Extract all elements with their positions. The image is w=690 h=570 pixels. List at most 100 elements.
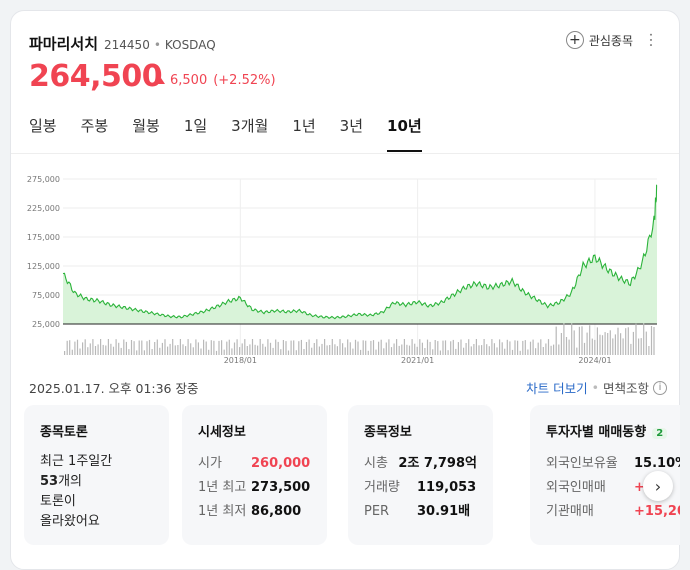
volume-bar: [627, 327, 629, 355]
volume-bar: [344, 347, 346, 355]
up-triangle-icon: [157, 77, 165, 84]
volume-bar: [154, 342, 156, 355]
volume-bar: [455, 348, 457, 355]
disclaimer-link[interactable]: 면책조항: [602, 381, 649, 396]
tab-weekly[interactable]: 주봉: [80, 117, 109, 135]
tab-3month[interactable]: 3개월: [231, 117, 269, 135]
panel-quote[interactable]: 시세정보 시가 260,000 1년 최고 273,500 1년 최저 86,800: [182, 405, 327, 545]
watchlist-label: 관심종목: [588, 33, 633, 48]
tab-1year[interactable]: 1년: [292, 117, 316, 135]
volume-bar: [444, 340, 447, 355]
tab-1day[interactable]: 1일: [183, 117, 208, 135]
panel-discussion[interactable]: 종목토론 최근 1주일간 53개의 토론이 올라왔어요: [24, 405, 169, 545]
volume-bar: [267, 339, 269, 355]
volume-bar: [501, 342, 503, 355]
volume-bar: [383, 348, 385, 355]
volume-bar: [87, 347, 89, 355]
volume-bar: [573, 330, 575, 355]
volume-bar: [233, 342, 236, 355]
volume-bar: [586, 332, 588, 355]
volume-bar: [156, 339, 158, 355]
tab-3year[interactable]: 3년: [339, 117, 364, 135]
more-menu-icon[interactable]: ⋯: [642, 32, 661, 47]
volume-bar: [82, 342, 84, 355]
row-value: 273,500: [251, 480, 311, 495]
volume-bar: [185, 346, 187, 355]
volume-bar: [324, 339, 326, 355]
volume-bar: [362, 340, 364, 355]
volume-bar: [200, 348, 202, 355]
volume-bar: [298, 341, 300, 355]
quote-row: 1년 최고 273,500: [198, 476, 311, 500]
volume-bar: [249, 344, 251, 355]
volume-bar: [148, 339, 151, 355]
volume-bar: [71, 349, 73, 355]
row-value: 2조 7,798억: [398, 456, 477, 471]
investor-row: 외국인보유율 15.10%: [546, 452, 680, 476]
row-label: 1년 최고: [198, 480, 247, 495]
volume-bar: [151, 349, 153, 355]
volume-bar: [473, 344, 475, 355]
discussion-line1: 최근 1주일간: [40, 454, 113, 469]
volume-bar: [136, 350, 138, 355]
volume-bar: [97, 344, 99, 355]
chart-more-link[interactable]: 차트 더보기: [526, 381, 588, 396]
volume-bar: [118, 342, 120, 355]
volume-bar: [568, 339, 570, 355]
tab-10year[interactable]: 10년: [387, 115, 422, 152]
stock-header: 파마리서치 214450 • KOSDAQ: [29, 33, 216, 54]
volume-bar: [223, 349, 225, 355]
volume-bar: [318, 346, 320, 355]
watchlist-button[interactable]: + 관심종목: [565, 31, 633, 49]
volume-bar: [411, 339, 413, 355]
row-value: +: [634, 480, 645, 495]
volume-bar: [205, 341, 207, 355]
volume-bar: [290, 340, 292, 355]
volume-bar: [429, 341, 431, 355]
volume-bar: [133, 341, 135, 355]
volume-bar: [599, 334, 601, 355]
volume-bar: [524, 340, 526, 355]
panel-title-text: 투자자별 매매동향: [546, 425, 647, 440]
discussion-line4: 올라왔어요: [40, 514, 100, 529]
volume-bar: [192, 347, 194, 355]
volume-bar: [439, 350, 441, 355]
x-tick-label: 2018/01: [224, 356, 257, 365]
tab-daily[interactable]: 일봉: [29, 117, 57, 135]
volume-bar: [522, 340, 524, 355]
tab-monthly[interactable]: 월봉: [132, 117, 160, 135]
volume-bar: [620, 333, 622, 355]
volume-bar: [450, 341, 452, 355]
x-tick-label: 2021/01: [401, 356, 434, 365]
volume-bar: [159, 347, 161, 355]
volume-bar: [79, 348, 81, 355]
volume-bar: [331, 339, 333, 355]
volume-bar: [578, 326, 580, 355]
volume-bar: [419, 339, 421, 355]
volume-bar: [285, 341, 287, 355]
volume-bar: [141, 340, 143, 355]
quote-row: 1년 최저 86,800: [198, 500, 311, 524]
volume-bar: [130, 340, 133, 355]
row-label: 기관매매: [546, 504, 594, 519]
next-arrow-button[interactable]: ›: [643, 471, 673, 501]
volume-bar: [555, 326, 557, 355]
price-chart[interactable]: 275,000 225,000 175,000 125,000 75,000 25,000…: [11, 159, 679, 365]
volume-bar: [187, 339, 189, 355]
x-tick-label: 2024/01: [578, 356, 611, 365]
info-icon[interactable]: i: [653, 380, 667, 395]
volume-bar: [499, 339, 501, 355]
volume-bar: [177, 345, 179, 355]
volume-bar: [282, 340, 284, 355]
volume-bar: [396, 339, 398, 355]
volume-bar: [370, 340, 372, 355]
separator-dot: •: [153, 38, 161, 52]
investor-row: 외국인매매 +: [546, 476, 680, 500]
volume-bar: [607, 333, 609, 355]
stock-name[interactable]: 파마리서치: [29, 35, 99, 53]
volume-bar: [123, 339, 125, 355]
volume-bar: [208, 349, 210, 355]
volume-bar: [614, 334, 616, 355]
panel-stock-info[interactable]: 종목정보 시총 2조 7,798억 거래량 119,053 PER 30.91배: [348, 405, 493, 545]
volume-bar: [545, 343, 547, 355]
